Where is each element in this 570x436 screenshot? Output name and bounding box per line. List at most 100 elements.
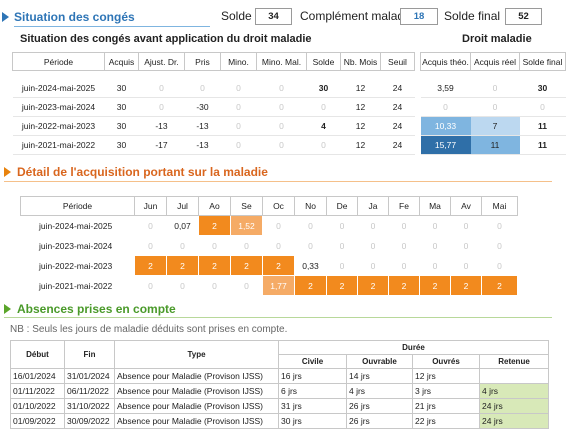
situation-table-title: Situation des congés avant application d… (20, 33, 312, 45)
periode-cell: juin-2024-mai-2025 (20, 215, 135, 236)
acquis-theo-cell: 3,59 (420, 78, 471, 98)
table-row: juin-2021-mai-2022 30 -17 -13 0 0 0 12 2… (12, 135, 415, 155)
month-cell: 0 (450, 255, 482, 276)
seuil-cell: 24 (380, 135, 415, 155)
month-cell: 0,33 (294, 255, 327, 276)
table-row: 01/09/2022 30/09/2022 Absence pour Malad… (10, 413, 549, 429)
col-duree: Durée (278, 340, 549, 355)
seuil-cell: 24 (380, 78, 415, 98)
nb-mois-cell: 12 (340, 97, 381, 117)
month-cell: 2 (262, 255, 295, 276)
month-cell: 0 (419, 215, 451, 236)
nb-mois-cell: 12 (340, 135, 381, 155)
solde-final-cell: 0 (519, 97, 566, 117)
ouvres-cell: 22 jrs (412, 413, 480, 429)
month-cell: 0 (481, 235, 518, 256)
col-seuil: Seuil (380, 52, 415, 71)
month-cell: 2 (326, 275, 358, 296)
col-month: Jul (166, 196, 199, 216)
periode-cell: juin-2021-mai-2022 (12, 135, 105, 155)
civile-cell: 31 jrs (278, 398, 347, 414)
month-cell: 0 (481, 255, 518, 276)
month-cell: 0 (450, 235, 482, 256)
month-cell: 1,52 (230, 215, 263, 236)
fin-cell: 30/09/2022 (64, 413, 115, 429)
debut-cell: 01/11/2022 (10, 383, 65, 399)
complement-value: 18 (400, 8, 438, 25)
ouvres-cell: 21 jrs (412, 398, 480, 414)
ouvrable-cell: 26 jrs (346, 413, 413, 429)
mino-cell: 0 (220, 135, 257, 155)
periode-cell: juin-2023-mai-2024 (12, 97, 105, 117)
month-cell: 0 (134, 275, 167, 296)
table-row: 0 0 0 (420, 97, 566, 117)
col-acquis: Acquis (104, 52, 139, 71)
acquis-cell: 30 (104, 78, 139, 98)
type-cell: Absence pour Maladie (Provison IJSS) (114, 398, 279, 414)
ouvrable-cell: 4 jrs (346, 383, 413, 399)
month-cell: 0 (166, 275, 199, 296)
type-cell: Absence pour Maladie (Provison IJSS) (114, 368, 279, 384)
fin-cell: 31/10/2022 (64, 398, 115, 414)
month-cell: 2 (388, 275, 420, 296)
civile-cell: 6 jrs (278, 383, 347, 399)
month-cell: 0 (388, 235, 420, 256)
acquis-theo-cell: 0 (420, 97, 471, 117)
col-month: Mai (481, 196, 518, 216)
col-month: Ja (357, 196, 389, 216)
month-cell: 2 (450, 275, 482, 296)
month-cell: 2 (419, 275, 451, 296)
col-periode: Période (12, 52, 105, 71)
month-cell: 0 (134, 215, 167, 236)
table-row: juin-2021-mai-2022 0 0 0 0 1,77 2 2 2 2 … (20, 275, 518, 296)
ouvrable-cell: 26 jrs (346, 398, 413, 414)
table-row: 3,59 0 30 (420, 78, 566, 98)
mino-mal-cell: 0 (256, 78, 307, 98)
col-month: Av (450, 196, 482, 216)
detail-underline (4, 181, 552, 182)
seuil-cell: 24 (380, 97, 415, 117)
pris-cell: -13 (184, 135, 221, 155)
col-ajust: Ajust. Dr. (138, 52, 185, 71)
col-mino-mal: Mino. Mal. (256, 52, 307, 71)
detail-arrow-icon (4, 167, 11, 177)
ajust-cell: 0 (138, 97, 185, 117)
table-row: 10,33 7 11 (420, 116, 566, 136)
debut-cell: 01/10/2022 (10, 398, 65, 414)
col-month: Fe (388, 196, 420, 216)
month-cell: 2 (166, 255, 199, 276)
table-row: juin-2024-mai-2025 0 0,07 2 1,52 0 0 0 0… (20, 215, 518, 236)
month-cell: 0 (419, 235, 451, 256)
col-month: No (294, 196, 327, 216)
mino-cell: 0 (220, 97, 257, 117)
table-row: juin-2024-mai-2025 30 0 0 0 0 30 12 24 (12, 78, 415, 98)
month-cell: 2 (294, 275, 327, 296)
col-type: Type (114, 340, 279, 369)
detail-title: Détail de l'acquisition portant sur la m… (17, 165, 268, 179)
col-fin: Fin (64, 340, 115, 369)
month-cell: 1,77 (262, 275, 295, 296)
month-cell: 0 (262, 215, 295, 236)
ouvres-cell: 12 jrs (412, 368, 480, 384)
seuil-cell: 24 (380, 116, 415, 136)
solde-cell: 30 (306, 78, 341, 98)
mino-mal-cell: 0 (256, 135, 307, 155)
ouvrable-cell: 14 jrs (346, 368, 413, 384)
table-row: 15,77 11 11 (420, 135, 566, 155)
col-solde-final: Solde final (519, 52, 566, 71)
pris-cell: 0 (184, 78, 221, 98)
month-cell: 0 (357, 215, 389, 236)
periode-cell: juin-2023-mai-2024 (20, 235, 135, 256)
table-row: 01/11/2022 06/11/2022 Absence pour Malad… (10, 383, 549, 399)
month-cell: 2 (230, 255, 263, 276)
month-cell: 0 (230, 275, 263, 296)
col-mino: Mino. (220, 52, 257, 71)
droit-header-row: Acquis théo. Acquis réel Solde final (420, 52, 566, 71)
month-cell: 0 (198, 235, 231, 256)
month-cell: 0 (481, 215, 518, 236)
debut-cell: 16/01/2024 (10, 368, 65, 384)
type-cell: Absence pour Maladie (Provison IJSS) (114, 413, 279, 429)
civile-cell: 30 jrs (278, 413, 347, 429)
absences-table: Début Fin Type Durée Civile Ouvrable Ouv… (10, 340, 549, 429)
acquis-reel-cell: 0 (470, 97, 520, 117)
